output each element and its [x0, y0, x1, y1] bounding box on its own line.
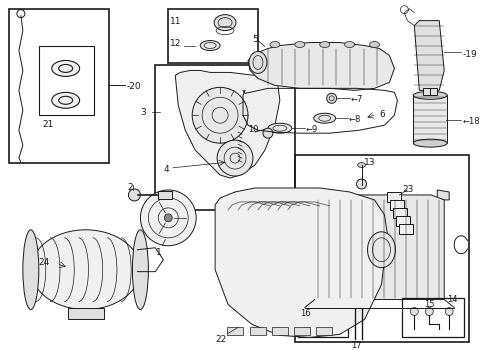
Bar — [67, 307, 103, 319]
Text: 1: 1 — [155, 248, 161, 257]
Ellipse shape — [52, 92, 80, 108]
Text: ←9: ←9 — [305, 125, 317, 134]
Ellipse shape — [319, 41, 329, 48]
Polygon shape — [413, 21, 443, 90]
Text: 17: 17 — [351, 341, 362, 350]
Text: 24: 24 — [39, 258, 50, 267]
Circle shape — [444, 307, 452, 315]
Circle shape — [263, 128, 272, 138]
Polygon shape — [175, 71, 279, 178]
Text: ←18: ←18 — [461, 117, 479, 126]
Bar — [423, 88, 436, 95]
Text: 6: 6 — [379, 110, 385, 119]
Ellipse shape — [267, 123, 291, 133]
Text: 14: 14 — [447, 294, 457, 303]
Polygon shape — [314, 195, 443, 300]
Text: 4: 4 — [163, 165, 168, 174]
Circle shape — [356, 179, 366, 189]
Text: 12: 12 — [170, 39, 181, 48]
Bar — [315, 328, 331, 336]
Ellipse shape — [200, 41, 220, 50]
Ellipse shape — [320, 320, 328, 325]
Text: 13: 13 — [363, 158, 374, 167]
Ellipse shape — [357, 163, 365, 167]
Text: 2: 2 — [127, 183, 133, 192]
Ellipse shape — [269, 41, 279, 48]
Ellipse shape — [344, 41, 354, 48]
Bar — [293, 328, 309, 336]
Bar — [399, 224, 412, 234]
Text: -19: -19 — [461, 50, 476, 59]
Ellipse shape — [132, 230, 148, 310]
Ellipse shape — [412, 91, 447, 99]
Circle shape — [326, 93, 336, 103]
Ellipse shape — [248, 51, 266, 73]
Circle shape — [217, 140, 252, 176]
Ellipse shape — [214, 15, 236, 31]
Circle shape — [409, 307, 417, 315]
Text: 3: 3 — [140, 108, 146, 117]
Text: 22: 22 — [215, 336, 226, 345]
Bar — [226, 328, 243, 336]
Bar — [271, 328, 287, 336]
Circle shape — [192, 87, 247, 143]
Circle shape — [140, 190, 196, 246]
Polygon shape — [215, 188, 386, 337]
Ellipse shape — [52, 60, 80, 76]
Bar — [402, 298, 463, 337]
Bar — [155, 66, 294, 210]
Circle shape — [425, 307, 432, 315]
Text: 16: 16 — [299, 310, 310, 319]
Polygon shape — [307, 190, 448, 200]
Text: 21: 21 — [42, 120, 54, 129]
Ellipse shape — [412, 139, 447, 147]
Ellipse shape — [306, 319, 316, 325]
Circle shape — [128, 189, 140, 201]
Bar — [168, 9, 258, 63]
Bar — [386, 192, 401, 202]
Ellipse shape — [313, 113, 335, 123]
Ellipse shape — [369, 41, 379, 48]
Text: 10: 10 — [247, 125, 258, 134]
Polygon shape — [247, 42, 394, 90]
Bar — [9, 9, 108, 163]
Bar — [158, 191, 172, 199]
Ellipse shape — [367, 232, 395, 268]
Text: 15: 15 — [423, 300, 434, 309]
Text: -20: -20 — [126, 82, 141, 91]
Circle shape — [164, 214, 172, 222]
Ellipse shape — [31, 230, 140, 310]
Bar — [297, 307, 347, 337]
Text: ←8: ←8 — [348, 115, 360, 124]
Ellipse shape — [350, 307, 358, 312]
Bar — [412, 95, 447, 143]
Bar — [294, 155, 468, 342]
Text: 5: 5 — [251, 35, 257, 44]
Bar — [396, 216, 409, 226]
Ellipse shape — [357, 307, 365, 312]
Text: 11: 11 — [170, 17, 182, 26]
Ellipse shape — [23, 230, 39, 310]
Text: ←7: ←7 — [350, 95, 362, 104]
Bar — [249, 328, 265, 336]
Text: 23: 23 — [402, 185, 413, 194]
Bar — [389, 200, 404, 210]
Bar — [39, 45, 93, 115]
Ellipse shape — [294, 41, 304, 48]
Bar — [393, 208, 407, 218]
